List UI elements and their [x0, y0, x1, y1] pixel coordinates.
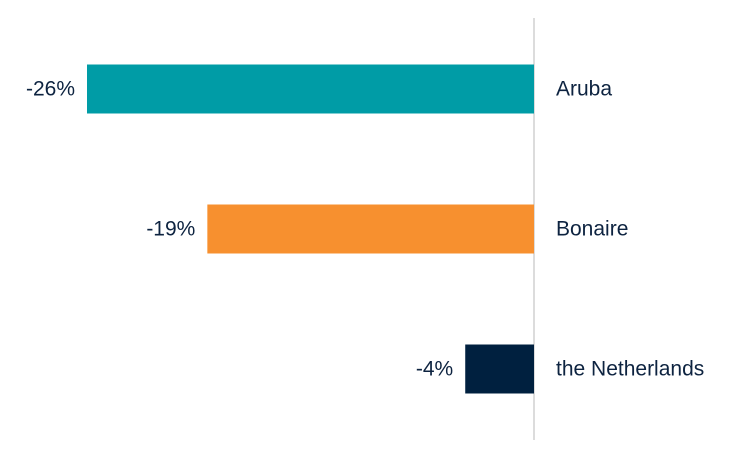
bar-bonaire: [207, 204, 534, 254]
value-label-the-netherlands: -4%: [416, 358, 453, 381]
category-label-the-netherlands: the Netherlands: [556, 358, 704, 381]
category-label-bonaire: Bonaire: [556, 218, 628, 241]
category-labels-group: Aruba Bonaire the Netherlands: [556, 78, 704, 381]
bar-the-netherlands: [465, 344, 534, 394]
bar-aruba: [87, 64, 534, 114]
bars-group: [87, 64, 534, 394]
value-labels-group: -26% -19% -4%: [26, 78, 453, 381]
category-label-aruba: Aruba: [556, 78, 612, 101]
value-label-bonaire: -19%: [146, 218, 195, 241]
value-label-aruba: -26%: [26, 78, 75, 101]
